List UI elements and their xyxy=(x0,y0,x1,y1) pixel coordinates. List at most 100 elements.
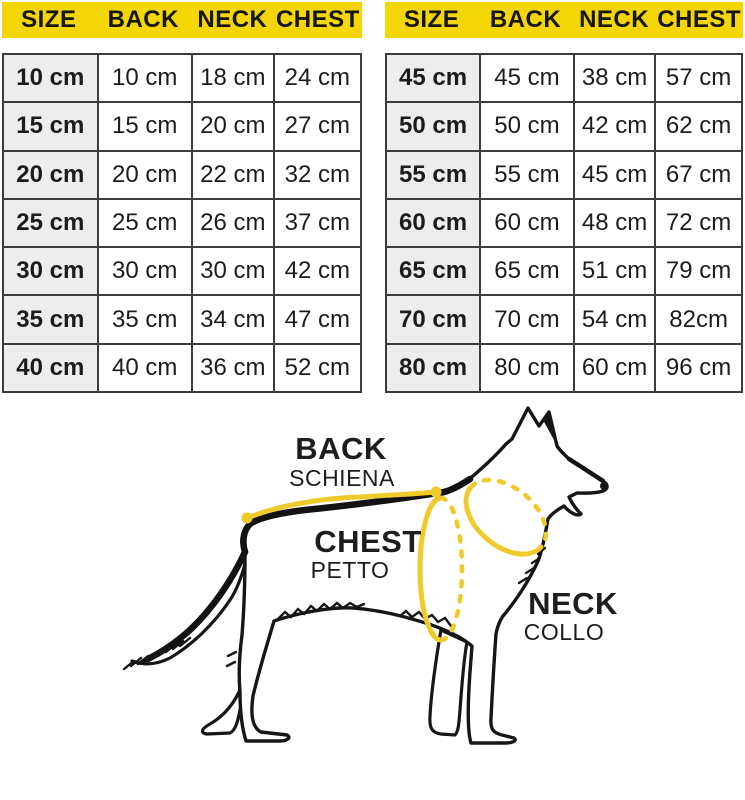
dog-illustration xyxy=(122,406,609,745)
size-cell: 70 cm xyxy=(387,296,480,343)
column-header-neck: NECK xyxy=(579,6,650,33)
size-cell: 40 cm xyxy=(4,344,97,392)
value-cell: 42 cm xyxy=(572,103,655,150)
value-cell: 20 cm xyxy=(96,151,191,198)
value-cell: 25 cm xyxy=(96,199,191,247)
value-cell: 48 cm xyxy=(572,199,655,247)
value-cell: 62 cm xyxy=(654,103,741,150)
size-cell: 55 cm xyxy=(387,151,480,198)
value-cell: 15 cm xyxy=(96,103,191,150)
value-cell: 54 cm xyxy=(572,296,655,343)
table-row: 60 cm 60 cm 48 cm 72 cm xyxy=(387,197,741,247)
chest-measure-ellipse-front xyxy=(417,495,444,643)
table-row: 25 cm 25 cm 26 cm 37 cm xyxy=(4,197,360,247)
value-cell: 82cm xyxy=(654,296,741,343)
value-cell: 37 cm xyxy=(272,199,360,247)
back-label: BACK xyxy=(295,431,387,466)
dog-inner-ear xyxy=(543,413,554,440)
size-cell: 10 cm xyxy=(4,55,97,102)
value-cell: 52 cm xyxy=(272,344,360,392)
table-header-row: SIZE BACK NECK CHEST xyxy=(2,2,362,38)
value-cell: 65 cm xyxy=(479,248,573,295)
value-cell: 10 cm xyxy=(96,55,191,102)
value-cell: 55 cm xyxy=(479,151,573,198)
table-row: 15 cm 15 cm 20 cm 27 cm xyxy=(4,101,360,150)
back-measure-line xyxy=(244,489,439,521)
neck-measure-ellipse-front xyxy=(463,484,544,557)
size-cell: 15 cm xyxy=(4,103,97,150)
value-cell: 35 cm xyxy=(96,296,191,343)
dog-nose xyxy=(600,482,608,490)
column-header-size: SIZE xyxy=(21,6,77,33)
size-cell: 50 cm xyxy=(387,103,480,150)
size-table-large: SIZE BACK NECK CHEST 45 cm 45 cm 38 cm 57 cm 50… xyxy=(385,2,743,394)
dog-tail xyxy=(130,546,248,666)
size-cell: 25 cm xyxy=(4,199,97,247)
size-cell: 80 cm xyxy=(387,344,480,392)
size-table-small: SIZE BACK NECK CHEST 10 cm 10 cm 18 cm 24 cm 15… xyxy=(2,2,362,394)
value-cell: 32 cm xyxy=(272,151,360,198)
value-cell: 45 cm xyxy=(572,151,655,198)
chest-sublabel: PETTO xyxy=(310,557,390,583)
value-cell: 80 cm xyxy=(479,344,573,392)
value-cell: 60 cm xyxy=(572,344,655,392)
table-row: 50 cm 50 cm 42 cm 62 cm xyxy=(387,101,741,150)
table-body: 45 cm 45 cm 38 cm 57 cm 50 cm 50 cm 42 cm 62 cm… xyxy=(385,53,743,394)
table-row: 10 cm 10 cm 18 cm 24 cm xyxy=(4,55,360,102)
size-cell: 35 cm xyxy=(4,296,97,343)
column-header-chest: CHEST xyxy=(275,6,360,33)
table-row: 55 cm 55 cm 45 cm 67 cm xyxy=(387,149,741,198)
value-cell: 60 cm xyxy=(479,199,573,247)
value-cell: 51 cm xyxy=(572,248,655,295)
size-cell: 65 cm xyxy=(387,248,480,295)
size-cell: 20 cm xyxy=(4,151,97,198)
back-measure-dot-left xyxy=(241,512,253,524)
back-sublabel: SCHIENA xyxy=(289,465,395,491)
back-measure-dot-right xyxy=(430,486,442,498)
column-header-back: BACK xyxy=(107,6,179,33)
value-cell: 24 cm xyxy=(272,55,360,102)
value-cell: 70 cm xyxy=(479,296,573,343)
value-cell: 40 cm xyxy=(96,344,191,392)
dog-fur-details xyxy=(122,546,547,671)
value-cell: 42 cm xyxy=(272,248,360,295)
value-cell: 22 cm xyxy=(190,151,273,198)
value-cell: 18 cm xyxy=(190,55,273,102)
value-cell: 50 cm xyxy=(479,103,573,150)
size-cell: 30 cm xyxy=(4,248,97,295)
value-cell: 30 cm xyxy=(96,248,191,295)
value-cell: 47 cm xyxy=(272,296,360,343)
neck-measure-ellipse-back xyxy=(468,477,549,550)
table-row: 80 cm 80 cm 60 cm 96 cm xyxy=(387,342,741,392)
table-row: 30 cm 30 cm 30 cm 42 cm xyxy=(4,246,360,295)
table-row: 45 cm 45 cm 38 cm 57 cm xyxy=(387,55,741,102)
value-cell: 57 cm xyxy=(654,55,741,102)
size-cell: 60 cm xyxy=(387,199,480,247)
value-cell: 45 cm xyxy=(479,55,573,102)
table-body: 10 cm 10 cm 18 cm 24 cm 15 cm 15 cm 20 cm 27 cm… xyxy=(2,53,362,394)
table-header-row: SIZE BACK NECK CHEST xyxy=(385,2,743,38)
column-header-neck: NECK xyxy=(197,6,268,33)
table-row: 65 cm 65 cm 51 cm 79 cm xyxy=(387,246,741,295)
value-cell: 96 cm xyxy=(654,344,741,392)
value-cell: 67 cm xyxy=(654,151,741,198)
value-cell: 72 cm xyxy=(654,199,741,247)
table-row: 20 cm 20 cm 22 cm 32 cm xyxy=(4,149,360,198)
dog-measurement-diagram: BACK SCHIENA CHEST PETTO NECK COLLO xyxy=(0,400,745,800)
value-cell: 34 cm xyxy=(190,296,273,343)
column-header-chest: CHEST xyxy=(657,6,742,33)
column-header-back: BACK xyxy=(489,6,562,33)
size-cell: 45 cm xyxy=(387,55,480,102)
value-cell: 30 cm xyxy=(190,248,273,295)
table-row: 70 cm 70 cm 54 cm 82cm xyxy=(387,294,741,343)
neck-sublabel: COLLO xyxy=(523,619,605,645)
dog-face-details xyxy=(543,413,608,490)
value-cell: 27 cm xyxy=(272,103,360,150)
chest-label: CHEST xyxy=(314,524,422,559)
dog-far-legs xyxy=(130,546,469,737)
value-cell: 20 cm xyxy=(190,103,273,150)
value-cell: 36 cm xyxy=(190,344,273,392)
chest-measure-ellipse-back xyxy=(438,495,465,643)
column-header-size: SIZE xyxy=(403,6,460,33)
